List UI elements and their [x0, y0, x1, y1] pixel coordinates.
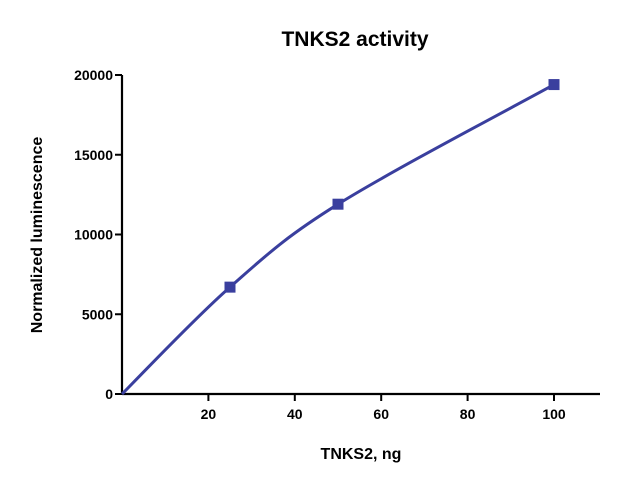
ticks: 0 5000 10000 15000 20000 20 40 60 80 100 [74, 67, 566, 422]
y-tick-label: 10000 [74, 227, 113, 243]
plot-area [120, 79, 560, 396]
x-tick-label: 100 [542, 406, 566, 422]
axes [120, 75, 600, 396]
x-tick-label: 20 [201, 406, 217, 422]
fit-curve [120, 83, 555, 396]
x-axis-label: TNKS2, ng [321, 446, 402, 463]
x-tick-label: 40 [287, 406, 303, 422]
y-tick-label: 20000 [74, 67, 113, 83]
data-point-marker [332, 198, 344, 210]
x-tick-label: 80 [460, 406, 476, 422]
chart-title: TNKS2 activity [281, 28, 428, 51]
data-point-marker [224, 281, 236, 293]
x-tick-label: 60 [373, 406, 389, 422]
y-axis-label: Normalized luminescence [29, 137, 46, 334]
y-tick-label: 15000 [74, 147, 113, 163]
y-tick-label: 5000 [82, 306, 113, 322]
y-tick-label: 0 [105, 386, 113, 402]
data-point-marker [548, 79, 560, 91]
